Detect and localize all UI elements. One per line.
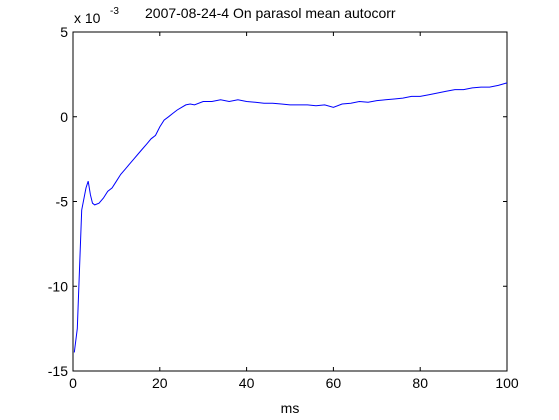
y-multiplier-base: x 10 <box>74 10 101 26</box>
plot-area <box>72 31 508 372</box>
series-line <box>73 82 508 353</box>
x-axis-label: ms <box>281 400 300 416</box>
y-tick-label: -10 <box>48 278 68 294</box>
chart-title: 2007-08-24-4 On parasol mean autocorr <box>145 5 396 21</box>
y-ticks <box>73 31 507 372</box>
y-tick-label: 0 <box>60 109 68 125</box>
x-tick-label: 20 <box>152 375 168 391</box>
x-tick-label: 0 <box>69 375 77 391</box>
y-tick-label: -5 <box>56 194 69 210</box>
y-tick-labels: -15 -10 -5 0 5 <box>48 24 68 379</box>
x-tick-label: 60 <box>326 375 342 391</box>
y-multiplier-exponent: -3 <box>110 6 119 17</box>
x-ticks <box>72 32 508 371</box>
x-tick-label: 40 <box>239 375 255 391</box>
y-tick-label: -15 <box>48 363 68 379</box>
x-tick-label: 100 <box>495 375 519 391</box>
x-tick-label: 80 <box>412 375 428 391</box>
x-tick-labels: 0 20 40 60 80 100 <box>69 375 519 391</box>
y-tick-label: 5 <box>60 24 68 40</box>
